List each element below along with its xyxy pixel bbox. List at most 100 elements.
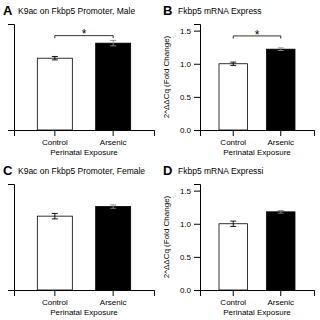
y-axis-line xyxy=(8,185,15,291)
error-bar xyxy=(230,221,236,226)
error-bar xyxy=(110,205,116,208)
y-axis-title: 2^ΔΔCq (Fold Change) xyxy=(162,35,171,118)
plot-area xyxy=(37,205,130,290)
y-tick: 1.0 xyxy=(180,220,200,229)
x-axis-line xyxy=(15,131,155,137)
x-tick: Arsenic xyxy=(267,130,294,147)
y-tick-label: 0.5 xyxy=(180,93,192,102)
error-bar xyxy=(52,213,58,218)
panel-label: D xyxy=(163,163,172,178)
panel-title: K9ac on Fkbp5 Promoter, Female xyxy=(18,166,145,176)
significance-star: * xyxy=(255,28,260,42)
y-tick-mark xyxy=(194,64,200,65)
y-tick-mark xyxy=(194,290,200,291)
y-tick-label: 0.5 xyxy=(180,253,192,262)
x-tick-mark xyxy=(233,130,234,136)
y-tick: 0.5 xyxy=(180,253,200,262)
bar xyxy=(37,216,72,290)
x-tick-mark xyxy=(113,130,114,136)
y-axis: 0.0 0.5 1.0 1.5 xyxy=(180,185,201,296)
panel: Control Arsenic 0.0 0.5 1.0 1.5 Fkbp5 mRNA Exp… xyxy=(162,3,315,157)
panel: Control Arsenic 0.0 0.5 1.0 1.5 Fkbp5 mRNA Exp… xyxy=(162,163,315,317)
y-axis-line xyxy=(8,25,15,131)
panel-label: B xyxy=(163,3,172,18)
x-tick-label: Control xyxy=(42,298,68,307)
error-bar xyxy=(52,56,58,59)
plot-area xyxy=(219,48,295,130)
y-tick: 0.0 xyxy=(180,286,200,295)
y-axis: 0.0 0.5 1.0 1.5 xyxy=(180,25,201,136)
y-tick: 0.5 xyxy=(180,93,200,102)
x-axis-line xyxy=(201,131,315,137)
y-tick-label: 1.0 xyxy=(180,60,192,69)
x-tick: Arsenic xyxy=(267,290,294,307)
y-tick-mark xyxy=(194,130,200,131)
x-tick-mark xyxy=(280,290,281,296)
y-axis-title: 2^ΔΔCq (Fold Change) xyxy=(162,195,171,278)
significance-star: * xyxy=(82,27,87,41)
y-axis-line xyxy=(194,185,201,291)
panel: Control Arsenic K9ac on Fkbp5 Promoter, Fe… xyxy=(3,163,155,317)
y-tick: 1.5 xyxy=(180,27,200,36)
x-axis: Control Arsenic xyxy=(15,290,155,307)
x-tick-label: Arsenic xyxy=(100,138,127,147)
y-tick-mark xyxy=(194,191,200,192)
x-axis-title: Perinatal Exposure xyxy=(223,308,291,317)
bar xyxy=(37,58,72,130)
x-tick: Arsenic xyxy=(100,290,127,307)
bar xyxy=(219,224,248,290)
panel-title: Fkbp5 mRNA Expressi xyxy=(178,166,264,176)
y-tick: 1.5 xyxy=(180,187,200,196)
panel: Control Arsenic K9ac on Fkbp5 Promoter, Ma… xyxy=(3,3,155,157)
x-tick-label: Arsenic xyxy=(100,298,127,307)
y-tick: 1.0 xyxy=(180,60,200,69)
error-bar xyxy=(278,211,284,214)
y-tick-mark xyxy=(194,224,200,225)
x-tick-label: Control xyxy=(220,138,246,147)
y-tick-label: 1.0 xyxy=(180,220,192,229)
x-tick: Control xyxy=(220,130,246,147)
y-tick-mark xyxy=(194,257,200,258)
x-axis-line xyxy=(201,291,315,297)
figure: Control Arsenic K9ac on Fkbp5 Promoter, Ma… xyxy=(0,0,320,320)
x-axis-title: Perinatal Exposure xyxy=(50,148,118,157)
bar xyxy=(267,212,296,290)
x-axis: Control Arsenic xyxy=(201,130,315,147)
error-bar xyxy=(110,40,116,45)
bar xyxy=(96,43,131,130)
panel-label: A xyxy=(3,3,13,18)
x-tick-label: Control xyxy=(220,298,246,307)
x-tick-label: Arsenic xyxy=(267,138,294,147)
x-axis-line xyxy=(15,291,155,297)
y-axis xyxy=(8,185,15,291)
y-axis-line xyxy=(194,25,201,131)
x-tick: Control xyxy=(42,290,68,307)
y-tick-mark xyxy=(194,31,200,32)
x-tick-mark xyxy=(113,290,114,296)
x-axis: Control Arsenic xyxy=(201,290,315,307)
panel-label: C xyxy=(3,163,13,178)
y-tick-label: 1.5 xyxy=(180,187,192,196)
panel-title: Fkbp5 mRNA Express xyxy=(178,6,262,16)
x-tick: Control xyxy=(220,290,246,307)
y-tick-label: 1.5 xyxy=(180,27,192,36)
x-tick: Control xyxy=(42,130,68,147)
x-tick-mark xyxy=(280,130,281,136)
x-tick-mark xyxy=(233,290,234,296)
x-tick: Arsenic xyxy=(100,130,127,147)
x-axis-title: Perinatal Exposure xyxy=(50,308,118,317)
plot-area xyxy=(37,40,130,130)
x-axis: Control Arsenic xyxy=(15,130,155,147)
error-bar xyxy=(230,62,236,65)
y-tick-label: 0.0 xyxy=(180,126,192,135)
x-axis-title: Perinatal Exposure xyxy=(223,148,291,157)
bar xyxy=(96,207,131,290)
error-bar xyxy=(278,48,284,51)
panel-title: K9ac on Fkbp5 Promoter, Male xyxy=(18,6,135,16)
x-tick-label: Control xyxy=(42,138,68,147)
y-tick-mark xyxy=(194,97,200,98)
y-tick: 0.0 xyxy=(180,126,200,135)
y-tick-label: 0.0 xyxy=(180,286,192,295)
bar xyxy=(267,49,296,130)
bar xyxy=(219,64,248,130)
